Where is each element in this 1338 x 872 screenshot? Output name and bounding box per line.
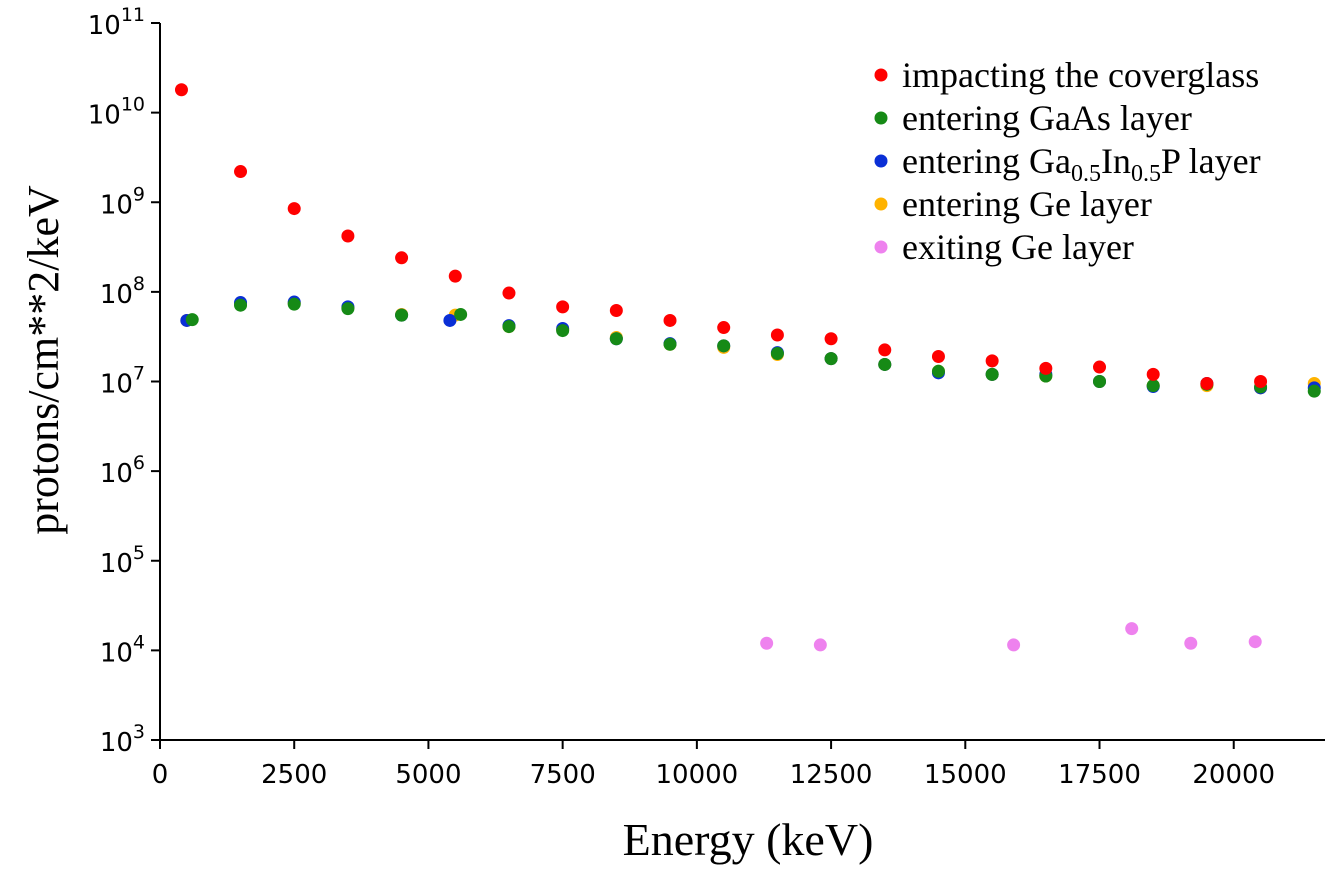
y-tick-label: 105 bbox=[100, 542, 145, 579]
data-point bbox=[931, 364, 945, 378]
data-point bbox=[1125, 622, 1139, 636]
data-point bbox=[813, 638, 827, 652]
y-ticks: 103 104 105 106 107 108 109 1010 1011 bbox=[88, 4, 160, 758]
y-tick-label: 107 bbox=[100, 363, 145, 400]
data-point bbox=[663, 337, 677, 351]
y-tick-label: 1010 bbox=[88, 94, 145, 131]
x-tick-label: 0 bbox=[152, 760, 169, 790]
x-tick-label: 5000 bbox=[395, 760, 461, 790]
data-point bbox=[770, 347, 784, 361]
series-impacting-the-coverglass bbox=[174, 83, 1268, 390]
legend-marker bbox=[874, 154, 888, 168]
data-point bbox=[1146, 379, 1160, 393]
data-point bbox=[341, 229, 355, 243]
data-point bbox=[1184, 636, 1198, 650]
legend-label: entering Ga0.5In0.5P layer bbox=[902, 141, 1261, 187]
data-point bbox=[454, 307, 468, 321]
data-point bbox=[287, 297, 301, 311]
data-point bbox=[395, 251, 409, 265]
legend-label: entering GaAs layer bbox=[902, 98, 1192, 138]
data-point bbox=[717, 321, 731, 335]
legend-marker bbox=[874, 111, 888, 125]
data-point bbox=[556, 324, 570, 338]
x-tick-label: 20000 bbox=[1192, 760, 1275, 790]
x-tick-label: 17500 bbox=[1058, 760, 1141, 790]
data-point bbox=[1200, 376, 1214, 390]
data-point bbox=[1093, 360, 1107, 374]
data-point bbox=[760, 636, 774, 650]
legend-label: exiting Ge layer bbox=[902, 227, 1134, 267]
data-point bbox=[234, 165, 248, 179]
data-point bbox=[341, 302, 355, 316]
data-point bbox=[1039, 361, 1053, 375]
data-point bbox=[1146, 367, 1160, 381]
x-ticks: 0 2500 5000 7500 10000 12500 15000 17500 20000 bbox=[152, 740, 1275, 790]
data-point bbox=[1307, 384, 1321, 398]
data-point bbox=[931, 350, 945, 364]
data-point bbox=[234, 298, 248, 312]
data-point bbox=[985, 354, 999, 368]
legend-marker bbox=[874, 197, 888, 211]
data-point bbox=[395, 308, 409, 322]
data-point bbox=[1254, 375, 1268, 388]
data-point bbox=[1007, 638, 1021, 652]
data-point bbox=[448, 269, 462, 283]
legend-marker bbox=[874, 68, 888, 82]
data-point bbox=[609, 303, 623, 317]
data-point bbox=[443, 313, 457, 327]
y-tick-label: 103 bbox=[100, 721, 145, 758]
data-point bbox=[770, 328, 784, 342]
x-axis-title: Energy (keV) bbox=[623, 814, 874, 865]
data-points bbox=[174, 83, 1321, 652]
data-point bbox=[1093, 375, 1107, 388]
x-tick-label: 12500 bbox=[790, 760, 873, 790]
x-tick-label: 15000 bbox=[924, 760, 1007, 790]
data-point bbox=[609, 332, 623, 346]
data-point bbox=[878, 357, 892, 371]
data-point bbox=[287, 202, 301, 216]
y-tick-label: 1011 bbox=[88, 4, 145, 41]
y-tick-label: 106 bbox=[100, 452, 145, 489]
legend-label: impacting the coverglass bbox=[902, 55, 1259, 95]
y-axis-title-text: protons/cm**2/keV bbox=[19, 185, 68, 535]
data-point bbox=[717, 339, 731, 353]
data-point bbox=[174, 83, 188, 97]
data-point bbox=[985, 367, 999, 381]
y-tick-label: 109 bbox=[100, 183, 145, 220]
x-tick-label: 7500 bbox=[530, 760, 596, 790]
y-tick-label: 108 bbox=[100, 273, 145, 310]
legend-marker bbox=[874, 240, 888, 254]
data-point bbox=[663, 313, 677, 327]
y-axis-title: protons/cm**2/keV bbox=[19, 185, 68, 535]
data-point bbox=[502, 320, 516, 334]
data-point bbox=[824, 332, 838, 346]
series-entering-gaas-layer bbox=[185, 297, 1321, 398]
series-exiting-ge-layer bbox=[760, 622, 1262, 652]
data-point bbox=[502, 286, 516, 300]
data-point bbox=[1248, 635, 1262, 649]
data-point bbox=[185, 313, 199, 327]
data-point bbox=[556, 300, 570, 314]
x-tick-label: 2500 bbox=[261, 760, 327, 790]
legend-label: entering Ge layer bbox=[902, 184, 1152, 224]
y-tick-label: 104 bbox=[100, 631, 145, 668]
data-point bbox=[824, 352, 838, 366]
data-point bbox=[878, 343, 892, 357]
x-tick-label: 10000 bbox=[656, 760, 739, 790]
